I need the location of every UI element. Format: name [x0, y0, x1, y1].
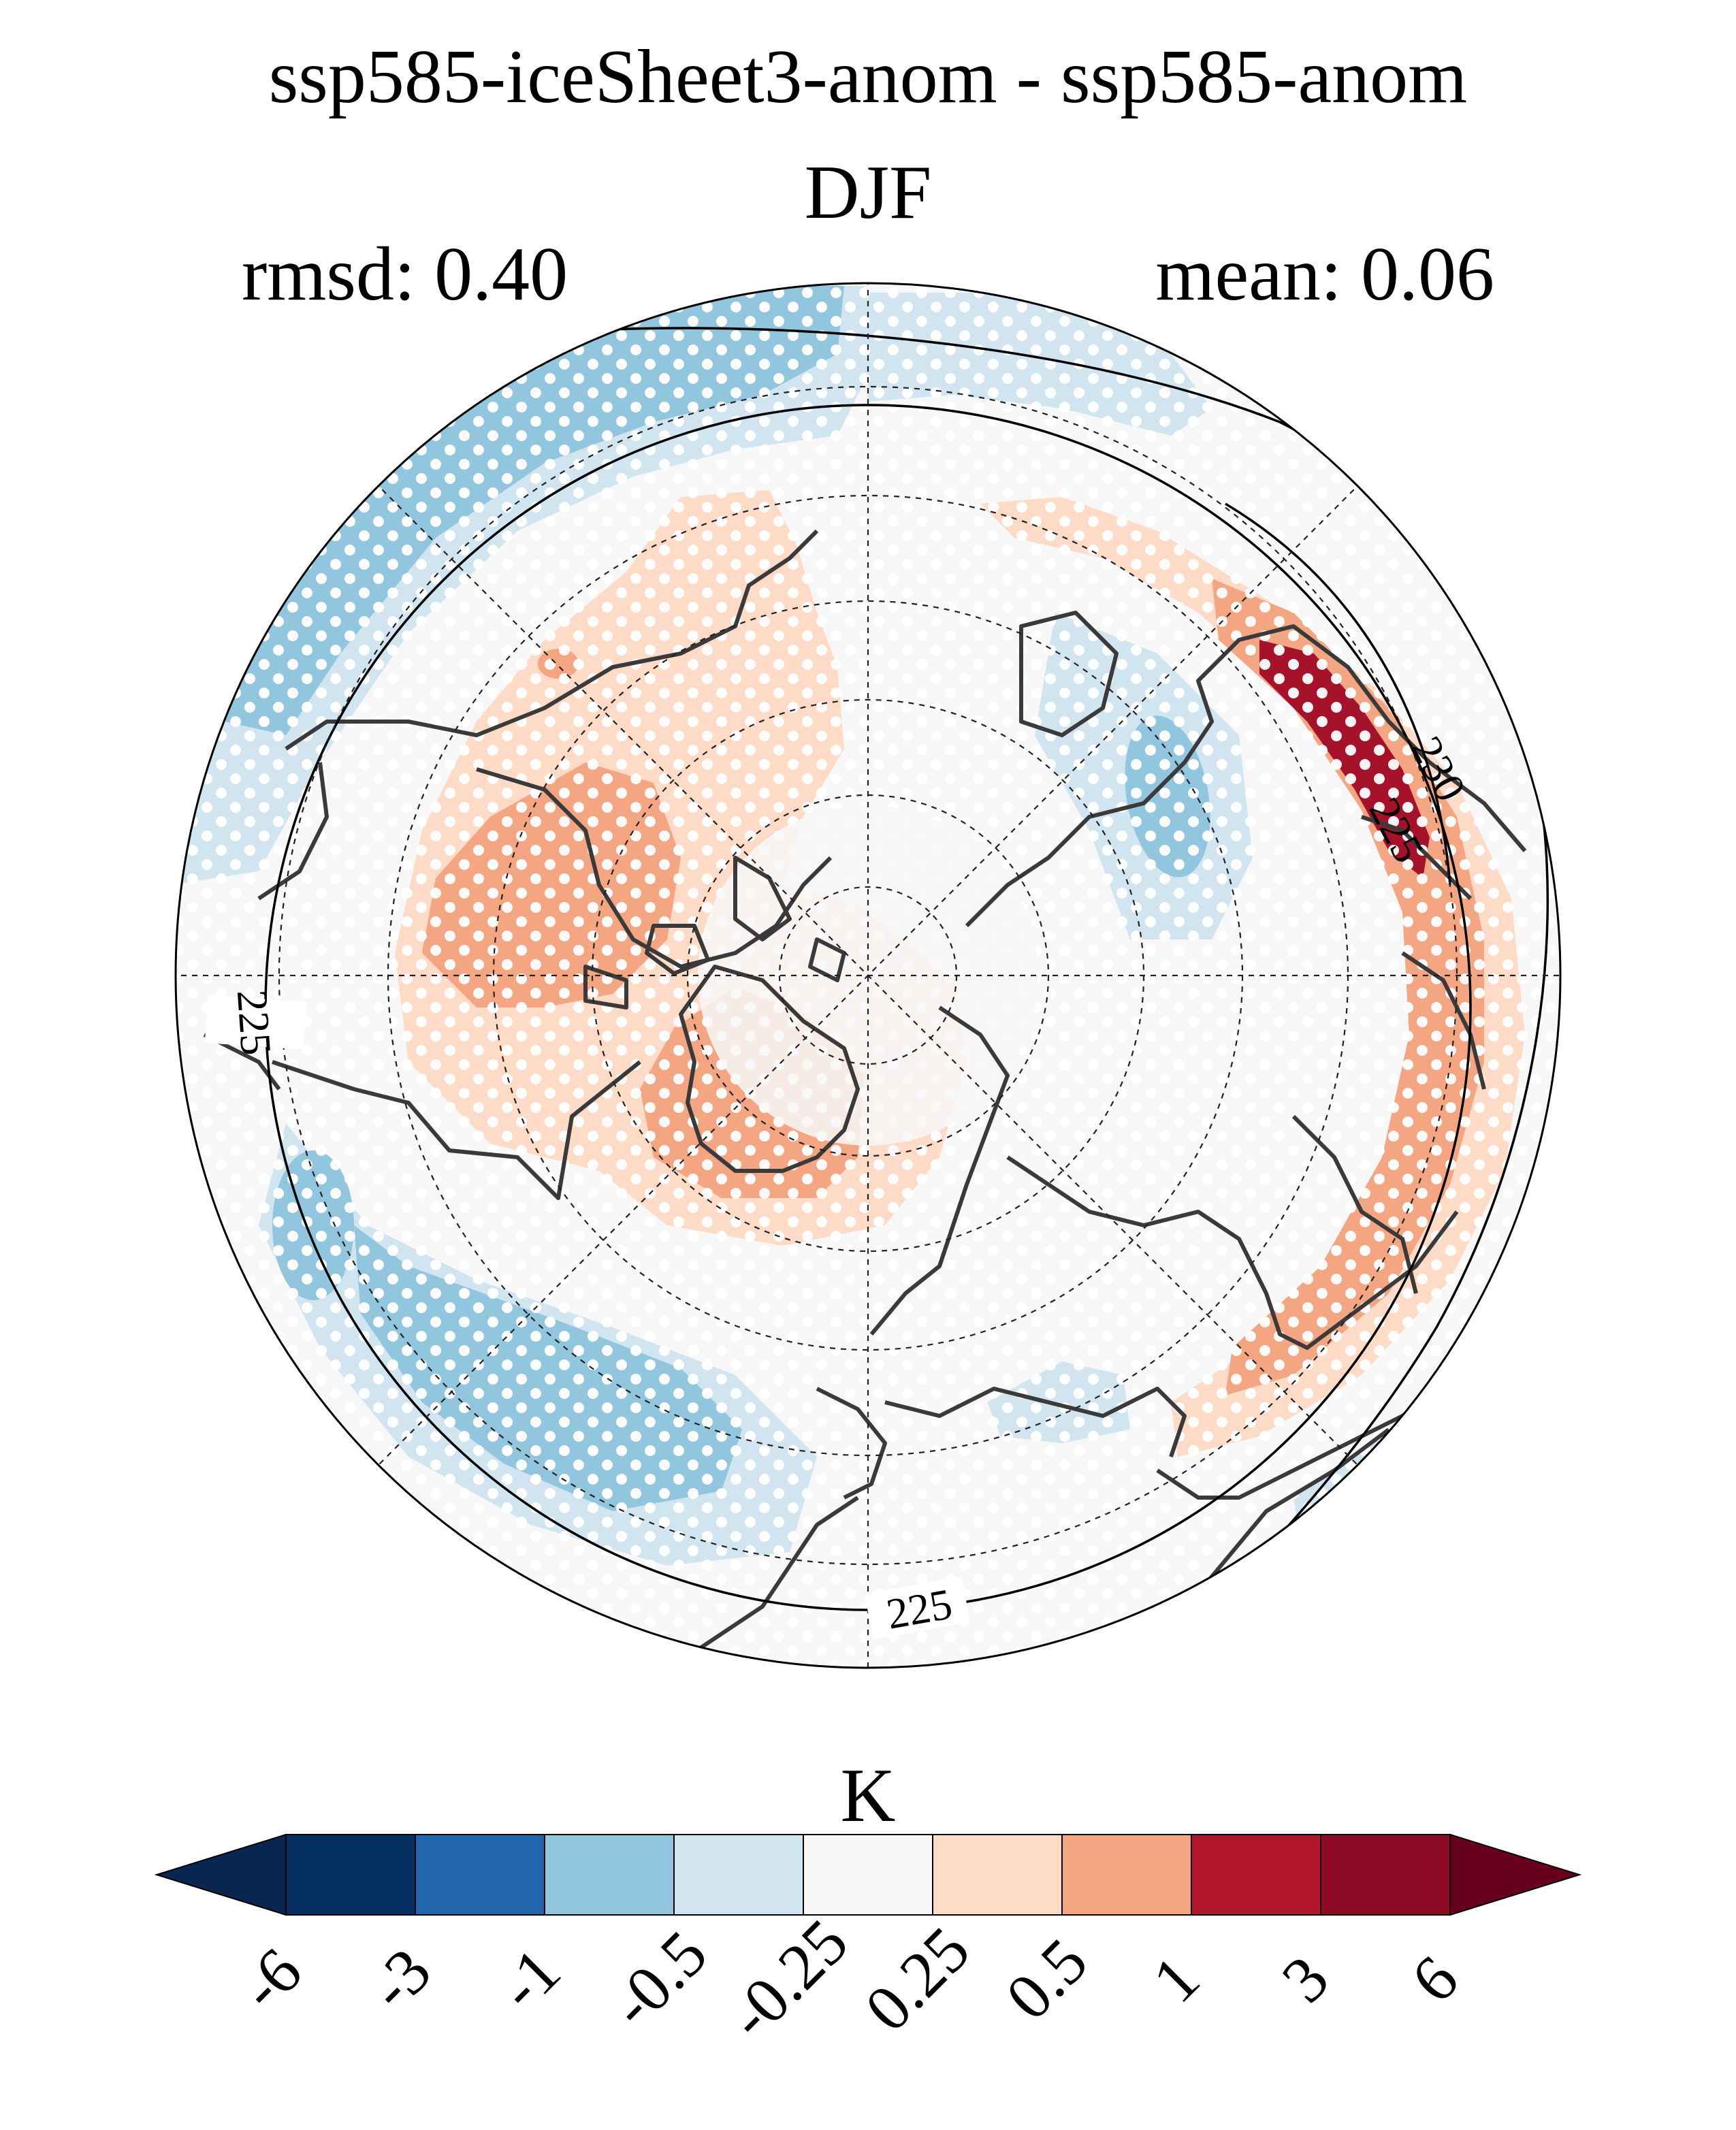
colorbar-segment — [1320, 1834, 1451, 1916]
coastlines — [203, 529, 1527, 1663]
colorbar-tick-label: -1 — [484, 1934, 574, 2024]
coastline-greenland — [679, 965, 860, 1173]
colorbar-tick-label: 6 — [1397, 1941, 1472, 2016]
colorbar-tick-label: -3 — [355, 1934, 445, 2024]
colorbar-tick-label: 3 — [1268, 1941, 1343, 2016]
figure-title: ssp585-iceSheet3-anom - ssp585-anom — [269, 35, 1468, 119]
colorbar-segments — [154, 1833, 1582, 1916]
map-frame — [174, 282, 1562, 1669]
colorbar-tick-label: 0.25 — [851, 1913, 983, 2045]
colorbar-tick-label: -0.5 — [596, 1916, 720, 2041]
coastline-arctic-islands — [583, 856, 846, 1010]
mean-label: mean: 0.06 — [1155, 232, 1494, 317]
contour-inner-arc — [1225, 502, 1451, 886]
colorbar-extend-high — [1449, 1833, 1582, 1916]
colorbar-segment — [673, 1834, 804, 1916]
colorbar-tick-label: 1 — [1138, 1941, 1213, 2016]
colorbar-segment — [1191, 1834, 1321, 1916]
colorbar-tick-labels: -6 -3 -1 -0.5-0.250.25 0.5 1 3 6 — [225, 1905, 1472, 2052]
contour-label-225-south: 225 — [883, 1579, 956, 1639]
colorbar-segment — [1061, 1834, 1192, 1916]
colorbar-extend-low — [154, 1833, 287, 1916]
season-label: DJF — [805, 150, 932, 235]
colorbar: K -6 -3 -1 -0.5-0.250.25 0.5 1 3 6 — [154, 1754, 1582, 2053]
colorbar-segment — [932, 1834, 1063, 1916]
rmsd-label: rmsd: 0.40 — [242, 232, 568, 317]
colorbar-segment — [415, 1834, 545, 1916]
coastline-north-america — [203, 529, 833, 1200]
colorbar-segment — [544, 1834, 675, 1916]
coastline-eurasia — [816, 611, 1527, 1500]
colorbar-unit-label: K — [841, 1754, 896, 1838]
colorbar-tick-label: 0.5 — [992, 1924, 1102, 2034]
colorbar-tick-label: -0.25 — [713, 1905, 861, 2052]
colorbar-tick-label: -6 — [225, 1934, 315, 2024]
colorbar-segment — [285, 1834, 416, 1916]
contour-label-225-west: 225 — [228, 988, 281, 1057]
meridian-diagonal-2 — [374, 481, 1362, 1470]
graticule — [176, 283, 1560, 1668]
colorbar-segment — [803, 1834, 933, 1916]
